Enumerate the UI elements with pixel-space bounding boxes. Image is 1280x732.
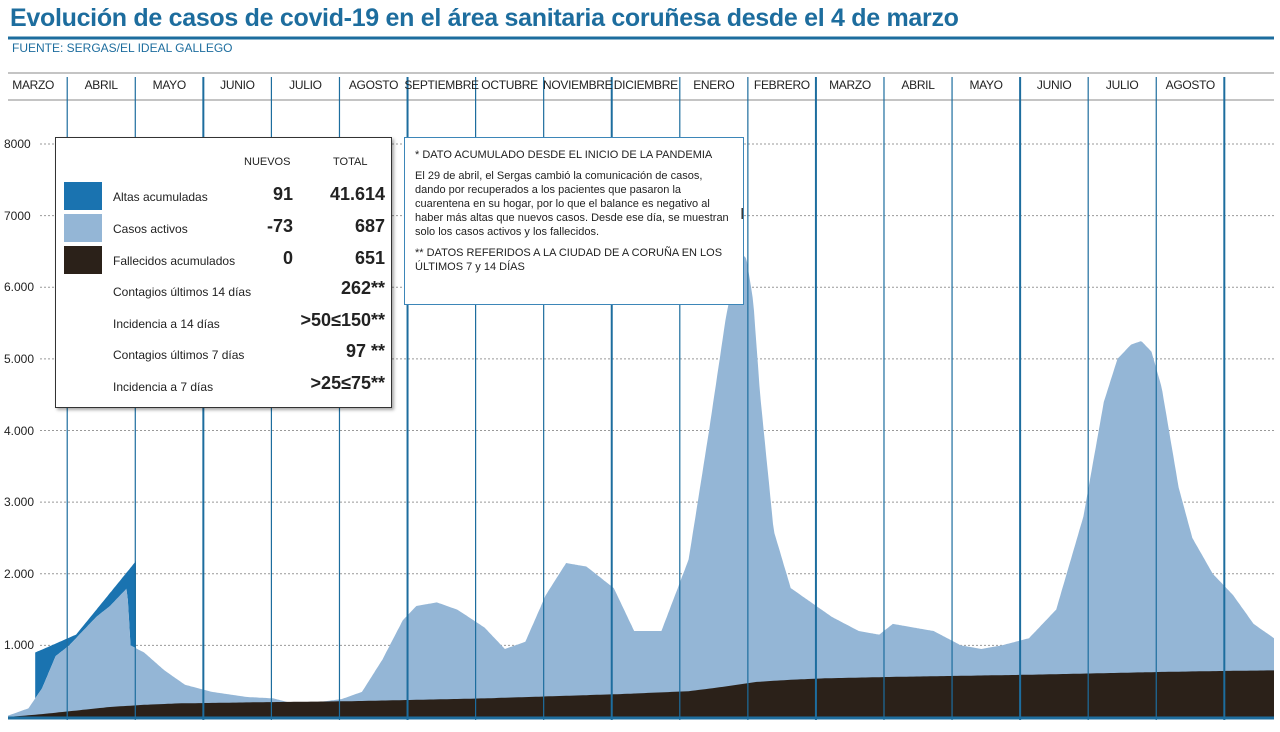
stat-value: >50≤150** — [300, 310, 385, 330]
month-label: OCTUBRE — [481, 78, 538, 92]
legend-total-value: 41.614 — [329, 184, 385, 204]
stat-value: 262** — [340, 278, 385, 298]
text-cursor-icon: I — [740, 206, 745, 223]
month-label: JULIO — [1105, 78, 1139, 92]
y-tick-label: 1.000 — [4, 638, 35, 653]
month-label: MAYO — [152, 78, 187, 92]
stat-label: Contagios últimos 14 días — [113, 285, 252, 299]
note-sergas-change: El 29 de abril, el Sergas cambió la comu… — [415, 170, 729, 238]
y-tick-label: 4.000 — [4, 423, 35, 438]
month-label: AGOSTO — [1165, 78, 1216, 92]
fallecidos-swatch — [64, 246, 102, 274]
stat-incidencia-14: Incidencia a 14 días >50≤150** — [56, 309, 391, 337]
y-tick-label: 6.000 — [4, 280, 35, 295]
y-tick-label: 3.000 — [4, 495, 35, 510]
note-cumulative: * DATO ACUMULADO DESDE EL INICIO DE LA P… — [415, 149, 713, 161]
chart-source: FUENTE: SERGAS/EL IDEAL GALLEGO — [12, 41, 233, 55]
altas-acumuladas-area — [35, 561, 137, 699]
legend-row-fallecidos: Fallecidos acumulados 0 651 — [56, 244, 391, 274]
chart-title: Evolución de casos de covid-19 en el áre… — [10, 4, 959, 32]
month-label: DICIEMBRE — [613, 78, 678, 92]
stat-label: Incidencia a 7 días — [113, 380, 214, 394]
month-label: JULIO — [289, 78, 322, 92]
stat-contagios-7: Contagios últimos 7 días 97 ** — [56, 340, 391, 368]
legend-label: Fallecidos acumulados — [113, 254, 236, 268]
stat-label: Incidencia a 14 días — [113, 317, 220, 331]
activos-swatch — [64, 214, 102, 242]
stat-contagios-14: Contagios últimos 14 días 262** — [56, 277, 391, 305]
month-label: FEBRERO — [753, 78, 810, 92]
legend-col-new: NUEVOS — [244, 156, 291, 168]
altas-swatch — [64, 182, 102, 210]
legend-new-value: 0 — [282, 248, 293, 268]
stat-value: 97 ** — [345, 341, 385, 361]
month-label: ABRIL — [84, 78, 118, 92]
month-label: MAYO — [969, 78, 1003, 92]
stat-incidencia-7: Incidencia a 7 días >25≤75** — [56, 372, 391, 400]
legend-new-value: -73 — [266, 216, 293, 236]
legend-row-altas: Altas acumuladas 91 41.614 — [56, 180, 391, 210]
month-label: SEPTIEMBRE — [404, 78, 479, 92]
month-label: MARZO — [829, 78, 871, 92]
y-tick-label: 8000 — [4, 137, 31, 151]
stat-label: Contagios últimos 7 días — [113, 348, 245, 362]
month-label: JUNIO — [1036, 78, 1072, 92]
note-city-data: ** DATOS REFERIDOS A LA CIUDAD DE A CORU… — [415, 247, 723, 273]
legend-total-value: 687 — [354, 216, 385, 236]
legend-box: NUEVOS TOTAL Altas acumuladas 91 41.614 … — [55, 137, 392, 408]
month-label: JUNIO — [220, 78, 255, 92]
stat-value: >25≤75** — [310, 373, 385, 393]
legend-label: Altas acumuladas — [113, 190, 208, 204]
casos-activos-area — [8, 252, 1274, 717]
month-label: AGOSTO — [348, 78, 399, 92]
month-label: ABRIL — [901, 78, 935, 92]
y-tick-label: 7000 — [4, 208, 31, 223]
legend-label: Casos activos — [113, 222, 188, 236]
legend-col-total: TOTAL — [333, 156, 368, 168]
month-label: MARZO — [12, 78, 55, 92]
y-tick-label: 2.000 — [4, 566, 35, 581]
month-label: NOVIEMBRE — [543, 78, 613, 92]
legend-total-value: 651 — [354, 248, 385, 268]
legend-new-value: 91 — [272, 184, 293, 204]
legend-row-activos: Casos activos -73 687 — [56, 212, 391, 242]
month-label: ENERO — [693, 78, 735, 92]
note-box: * DATO ACUMULADO DESDE EL INICIO DE LA P… — [404, 137, 744, 305]
y-tick-label: 5.000 — [4, 351, 35, 366]
fallecidos-acumulados-area — [8, 670, 1274, 717]
